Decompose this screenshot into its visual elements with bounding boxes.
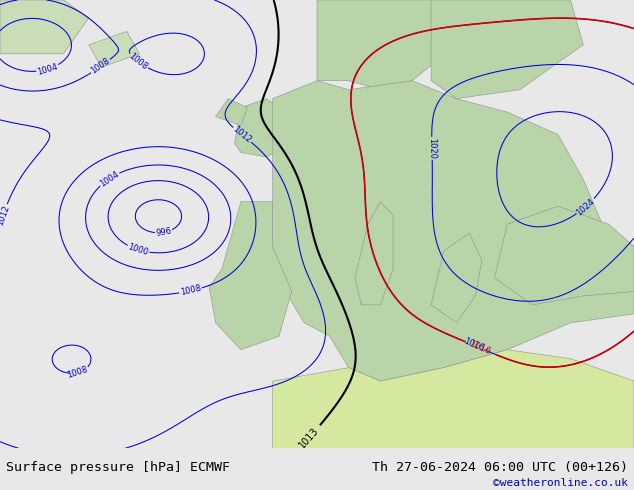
Text: 996: 996	[155, 227, 172, 238]
Text: 1024: 1024	[574, 196, 597, 217]
Text: 1008: 1008	[179, 284, 202, 297]
Polygon shape	[431, 0, 583, 98]
Polygon shape	[89, 31, 139, 67]
Text: 1016: 1016	[462, 337, 485, 353]
Polygon shape	[355, 202, 393, 305]
Text: 1013: 1013	[297, 426, 321, 451]
Polygon shape	[273, 81, 634, 381]
Polygon shape	[235, 98, 292, 157]
Text: 1016: 1016	[469, 340, 493, 357]
Text: Th 27-06-2024 06:00 UTC (00+126): Th 27-06-2024 06:00 UTC (00+126)	[372, 461, 628, 474]
Text: Surface pressure [hPa] ECMWF: Surface pressure [hPa] ECMWF	[6, 461, 230, 474]
Text: 1020: 1020	[427, 138, 437, 159]
Text: 1008: 1008	[89, 56, 112, 76]
Polygon shape	[431, 233, 482, 323]
Text: 1004: 1004	[36, 62, 59, 76]
Polygon shape	[209, 202, 292, 350]
Polygon shape	[216, 98, 247, 125]
Text: ©weatheronline.co.uk: ©weatheronline.co.uk	[493, 478, 628, 488]
Polygon shape	[317, 0, 456, 90]
Polygon shape	[495, 206, 634, 305]
Polygon shape	[0, 0, 89, 54]
Polygon shape	[273, 350, 634, 448]
Text: 1000: 1000	[127, 243, 150, 257]
Text: 1004: 1004	[98, 169, 120, 188]
Text: 1012: 1012	[231, 125, 253, 145]
Text: 1008: 1008	[127, 51, 150, 72]
Text: 1008: 1008	[67, 365, 89, 380]
Text: 1012: 1012	[0, 203, 11, 226]
